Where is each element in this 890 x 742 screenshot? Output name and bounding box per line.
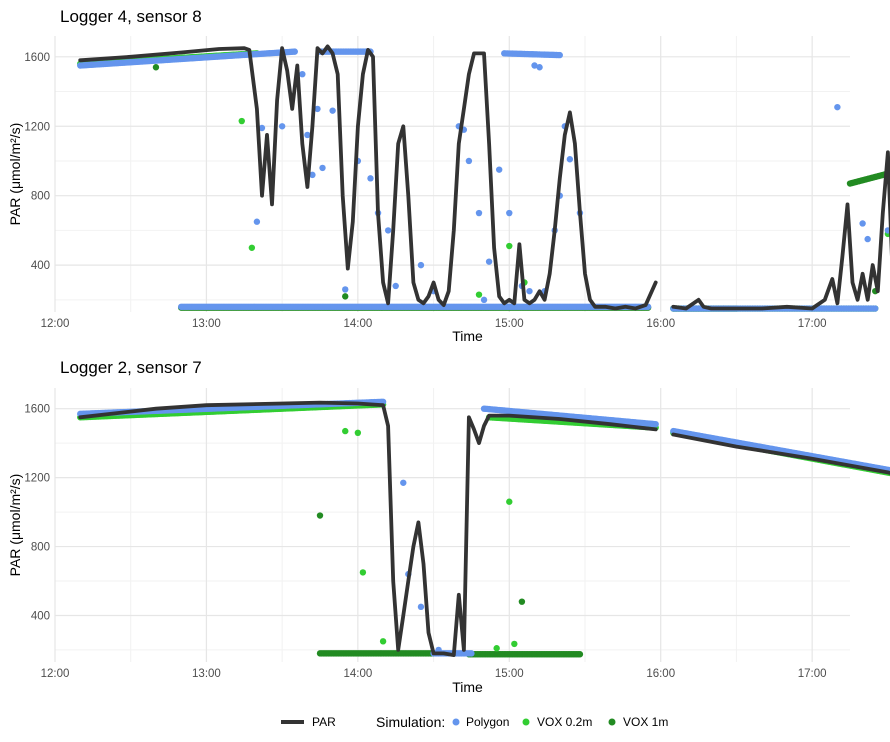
legend-vox1-swatch: [608, 718, 616, 726]
y-tick-label: 800: [31, 542, 50, 554]
data-point: [417, 603, 425, 611]
y-tick-label: 800: [31, 191, 50, 203]
series-par-line: [671, 150, 890, 311]
x-tick-label: 12:00: [41, 668, 70, 680]
data-point: [342, 293, 349, 300]
data-point: [316, 512, 324, 519]
data-point: [309, 171, 316, 179]
y-tick-label: 1600: [24, 404, 50, 416]
data-point: [152, 64, 160, 71]
y-tick-label: 1200: [24, 121, 50, 133]
legend: PAR Simulation: Polygon VOX 0.2m VOX 1m: [281, 714, 668, 730]
data-point: [485, 258, 493, 265]
legend-vox1-label: VOX 1m: [623, 715, 668, 729]
data-point: [354, 429, 362, 437]
data-point: [475, 209, 483, 217]
legend-polygon-label: Polygon: [466, 715, 509, 729]
data-point: [329, 107, 336, 114]
legend-title: Simulation:: [376, 714, 445, 730]
legend-polygon-swatch: [452, 718, 460, 726]
data-point: [859, 220, 866, 227]
y-tick-label: 1200: [24, 473, 50, 485]
panel-title: Logger 2, sensor 7: [60, 358, 202, 377]
data-point: [884, 227, 890, 234]
data-point: [367, 175, 374, 182]
data-point: [299, 70, 306, 78]
data-point: [566, 156, 574, 163]
x-tick-label: 15:00: [495, 668, 524, 680]
x-tick-label: 13:00: [192, 668, 221, 680]
series-vox-1m: [316, 512, 584, 658]
y-axis-title: PAR (μmol/m²/s): [7, 474, 23, 577]
x-tick-label: 13:00: [192, 318, 221, 330]
x-tick-label: 16:00: [646, 668, 675, 680]
data-point: [834, 103, 841, 111]
legend-vox02-label: VOX 0.2m: [537, 715, 592, 729]
panel-title: Logger 4, sensor 8: [60, 7, 202, 26]
data-point: [278, 123, 286, 130]
data-point: [253, 218, 261, 225]
legend-vox02-swatch: [522, 718, 530, 726]
panel-logger2-sensor7: Logger 2, sensor 7 12:00 13:00 14:00 15:00 16…: [7, 358, 890, 695]
data-point: [392, 282, 399, 290]
data-point: [518, 598, 526, 605]
x-tick-label: 14:00: [343, 318, 372, 330]
data-point: [314, 105, 321, 113]
data-point: [652, 420, 659, 428]
data-point: [342, 427, 349, 435]
data-point: [506, 242, 513, 250]
x-tick-label: 12:00: [41, 318, 70, 330]
y-tick-label: 400: [31, 610, 50, 622]
series-vox-0-2m: [77, 50, 890, 312]
x-tick-label: 17:00: [798, 318, 827, 330]
series-par-line: [78, 44, 658, 311]
series-vox-0-2m: [77, 401, 890, 652]
data-point: [465, 157, 473, 165]
series-polygon: [77, 48, 890, 312]
x-tick-label: 16:00: [646, 318, 675, 330]
data-point: [531, 62, 538, 69]
data-point: [475, 291, 483, 298]
series-par-line: [671, 432, 890, 475]
panel-logger4-sensor8: Logger 4, sensor 8 12:00 13:00 14:00 15:00 16…: [7, 7, 890, 344]
data-point: [379, 638, 387, 645]
x-axis-title: Time: [452, 328, 483, 344]
x-axis-title: Time: [452, 679, 483, 695]
data-point: [506, 498, 513, 505]
data-point: [506, 209, 513, 217]
data-point: [556, 51, 563, 59]
x-tick-label: 17:00: [798, 668, 827, 680]
data-point: [468, 650, 475, 657]
data-point: [319, 164, 326, 172]
data-point: [536, 64, 543, 71]
data-point: [248, 244, 256, 251]
data-point: [238, 117, 245, 125]
data-point: [576, 651, 584, 658]
data-point: [291, 48, 298, 55]
series-polygon: [77, 398, 890, 657]
data-point: [400, 479, 407, 486]
data-point: [342, 286, 349, 293]
legend-par-label: PAR: [312, 715, 336, 729]
data-point: [258, 124, 266, 132]
data-point: [511, 640, 518, 648]
data-point: [359, 569, 367, 576]
data-point: [480, 296, 488, 304]
data-point: [384, 227, 392, 234]
data-point: [495, 166, 503, 173]
data-point: [526, 287, 533, 295]
y-tick-label: 1600: [24, 52, 50, 64]
data-point: [872, 305, 879, 312]
data-point: [304, 131, 311, 139]
x-tick-label: 14:00: [343, 668, 372, 680]
data-point: [864, 235, 871, 243]
series-par-line: [78, 400, 658, 657]
y-tick-label: 400: [31, 260, 50, 272]
data-point: [493, 645, 500, 652]
x-tick-label: 15:00: [495, 318, 524, 330]
y-axis-title: PAR (μmol/m²/s): [7, 123, 23, 226]
data-point: [417, 261, 425, 269]
